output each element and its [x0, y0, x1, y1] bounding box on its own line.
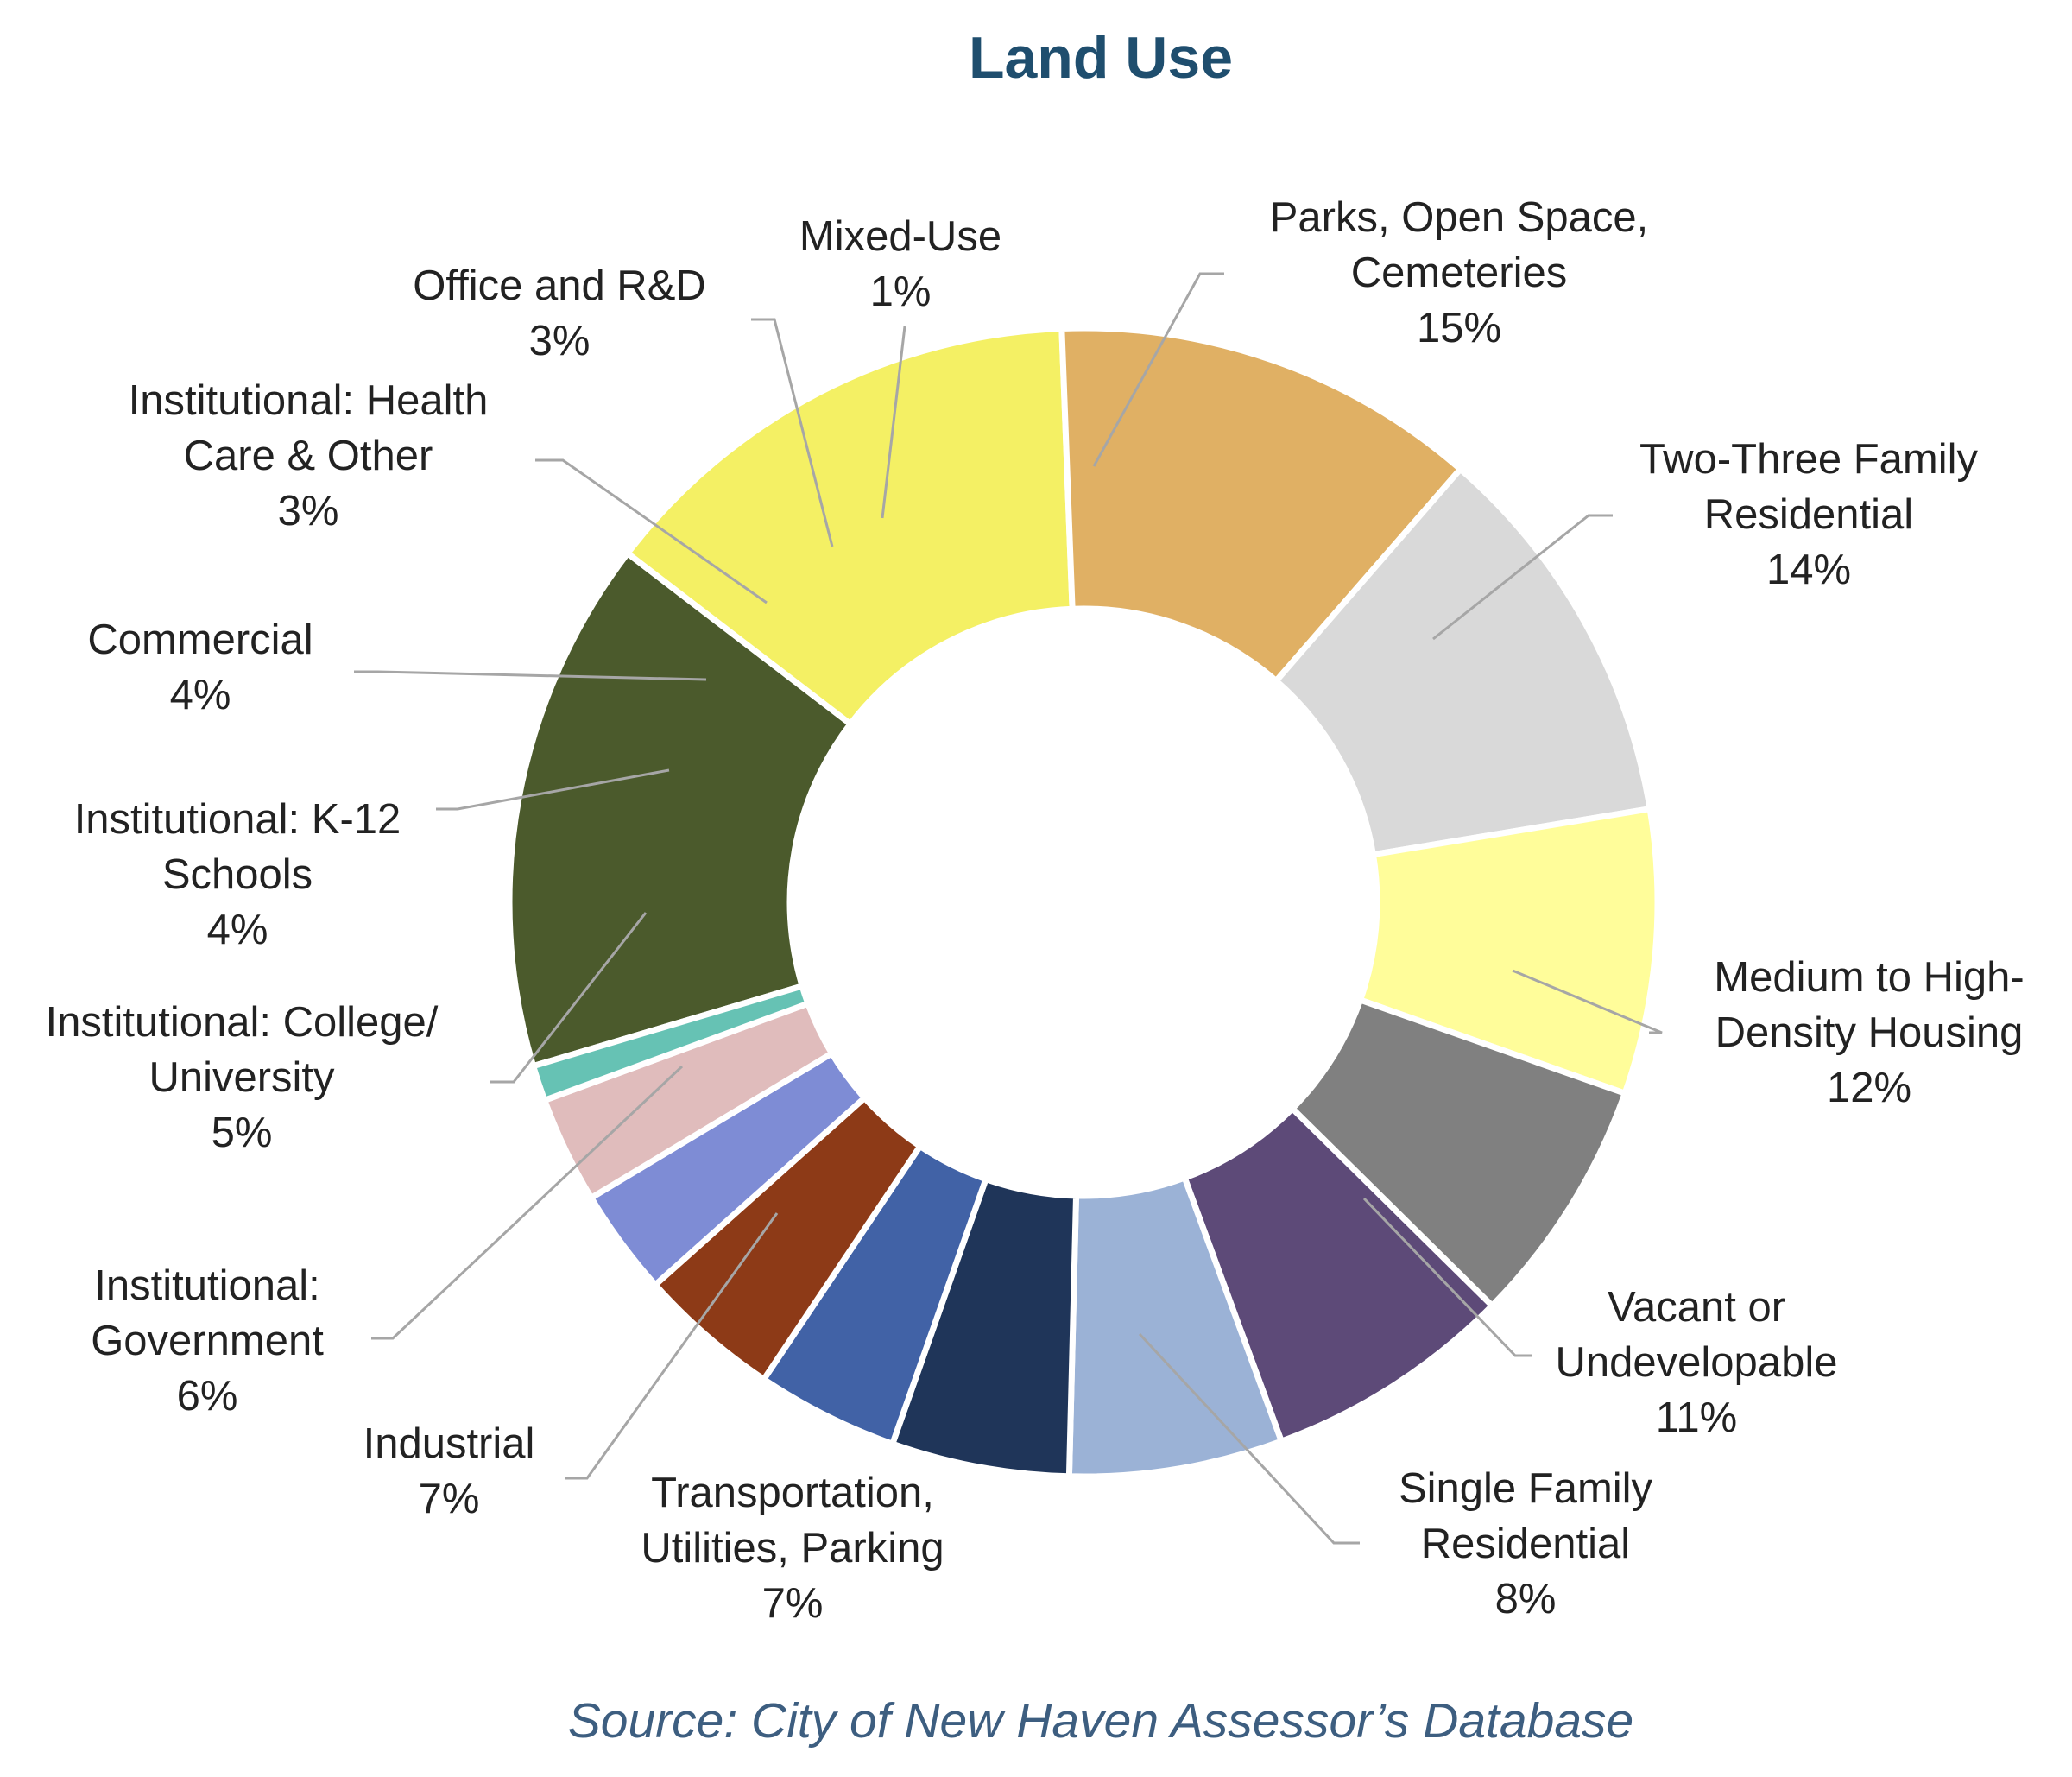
leader-line-4 — [1138, 1332, 1360, 1545]
slice-label-line: Office and R&D — [413, 262, 706, 309]
slice-label-line: University — [148, 1054, 335, 1101]
slice-label-line: Cemeteries — [1351, 250, 1568, 296]
slice-label-line: 11% — [1656, 1394, 1737, 1441]
slice-label-line: Medium to High- — [1714, 954, 2024, 1001]
slice-label-line: Institutional: — [94, 1262, 320, 1309]
slice-label-line: 4% — [207, 907, 268, 953]
leader-line-1 — [1432, 514, 1613, 641]
slice-label-line: Institutional: College/ — [46, 999, 439, 1046]
slice-label-line: Commercial — [87, 617, 313, 663]
slice-label-line: Utilities, Parking — [641, 1525, 944, 1571]
slice-label-line: Undevelopable — [1556, 1339, 1838, 1386]
slice-label-line: Vacant or — [1608, 1284, 1785, 1331]
slice-label-11: Institutional: Health Care & Other 3% — [129, 377, 489, 534]
leader-line-7 — [371, 1065, 684, 1340]
slice-label-10: Commercial 4% — [87, 617, 313, 718]
leader-line-10 — [354, 670, 707, 681]
slice-label-line: Two-Three Family — [1639, 436, 1979, 483]
slice-label-8: Institutional: College/University 5% — [46, 999, 439, 1156]
leader-line-11 — [535, 458, 768, 604]
slice-3 — [1272, 465, 1654, 858]
slices-layer — [506, 325, 1661, 1480]
slice-label-line: Density Housing — [1715, 1009, 2024, 1056]
slice-label-1: Two-Three Family Residential 14% — [1639, 436, 1979, 593]
slice-label-line: Institutional: Health — [129, 377, 489, 424]
slice-label-line: Government — [91, 1318, 324, 1364]
slice-label-line: Residential — [1704, 491, 1913, 538]
slice-label-line: 1% — [870, 269, 932, 315]
slice-label-7: Institutional: Government 6% — [91, 1262, 324, 1420]
leader-line-9 — [436, 768, 670, 811]
slice-2 — [1058, 325, 1465, 686]
slice-label-line: 3% — [278, 488, 339, 534]
slice-label-line: 14% — [1766, 547, 1851, 593]
slice-label-9: Institutional: K-12 Schools 4% — [74, 796, 401, 953]
slice-label-3: Vacant or Undevelopable 11% — [1556, 1284, 1838, 1441]
slice-0 — [506, 548, 855, 1071]
leader-line-8 — [490, 912, 648, 1084]
slice-label-line: 7% — [762, 1580, 824, 1627]
slice-label-0: Parks, Open Space, Cemeteries 15% — [1270, 194, 1649, 351]
slice-label-12: Office and R&D 3% — [413, 262, 706, 364]
slice-label-line: 15% — [1417, 305, 1501, 351]
slice-label-line: Mixed-Use — [799, 213, 1001, 260]
chart-source: Source: City of New Haven Assessor’s Dat… — [567, 1693, 1634, 1749]
slice-label-line: Transportation, — [651, 1470, 934, 1516]
labels-layer: Parks, Open Space, Cemeteries 15% Two-Three… — [46, 194, 2025, 1627]
slice-1 — [623, 325, 1076, 729]
slice-label-line: 7% — [419, 1476, 480, 1522]
slice-label-2: Medium to High- Density Housing 12% — [1714, 954, 2024, 1111]
slice-label-5: Transportation, Utilities, Parking 7% — [641, 1470, 944, 1627]
slice-label-line: Care & Other — [184, 433, 433, 479]
slice-label-line: 6% — [177, 1373, 238, 1420]
chart-title: Land Use — [968, 25, 1234, 91]
slice-label-line: Residential — [1421, 1521, 1630, 1567]
slice-13 — [529, 982, 812, 1104]
slice-label-4: Single Family Residential 8% — [1399, 1465, 1653, 1622]
slice-label-line: Parks, Open Space, — [1270, 194, 1649, 241]
slice-label-line: Industrial — [363, 1420, 535, 1467]
leader-line-0 — [1092, 272, 1224, 467]
slice-label-line: Schools — [162, 851, 313, 898]
leader-line-13 — [881, 326, 906, 519]
slice-label-line: 5% — [212, 1110, 273, 1156]
slice-label-13: Mixed-Use 1% — [799, 213, 1001, 315]
leader-lines-layer — [354, 272, 1663, 1545]
slice-label-line: 12% — [1827, 1065, 1911, 1111]
leader-line-2 — [1512, 969, 1663, 1034]
slice-label-line: Single Family — [1399, 1465, 1653, 1512]
slice-label-6: Industrial 7% — [363, 1420, 535, 1522]
leader-line-12 — [751, 318, 834, 547]
slice-label-line: Institutional: K-12 — [74, 796, 401, 843]
slice-label-line: 8% — [1495, 1576, 1557, 1622]
slice-label-line: 3% — [529, 318, 591, 364]
leader-line-6 — [565, 1212, 779, 1480]
slice-label-line: 4% — [170, 672, 231, 718]
leader-line-3 — [1362, 1197, 1532, 1357]
